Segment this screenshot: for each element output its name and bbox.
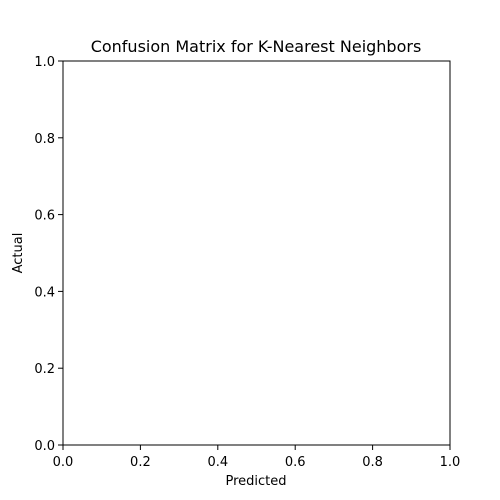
y-tick-label: 0.6 (34, 209, 55, 224)
chart-title: Confusion Matrix for K-Nearest Neighbors (91, 37, 422, 56)
x-tick-label: 1.0 (440, 455, 461, 470)
y-tick-label: 0.8 (34, 132, 55, 147)
y-axis-ticks: 0.0 0.2 0.4 0.6 0.8 1.0 (34, 55, 63, 454)
x-axis-ticks: 0.0 0.2 0.4 0.6 0.8 1.0 (53, 445, 461, 470)
x-tick-label: 0.4 (207, 455, 228, 470)
plot-area (62, 60, 451, 446)
y-tick-label: 0.4 (34, 285, 55, 300)
x-tick-label: 0.2 (130, 455, 151, 470)
x-tick-label: 0.8 (362, 455, 383, 470)
x-tick-label: 0.0 (53, 455, 74, 470)
y-tick-label: 1.0 (34, 55, 55, 70)
y-axis-label: Actual (11, 233, 26, 274)
y-tick-label: 0.0 (34, 439, 55, 454)
x-axis-label: Predicted (225, 474, 286, 489)
x-tick-label: 0.6 (285, 455, 306, 470)
y-tick-label: 0.2 (34, 362, 55, 377)
